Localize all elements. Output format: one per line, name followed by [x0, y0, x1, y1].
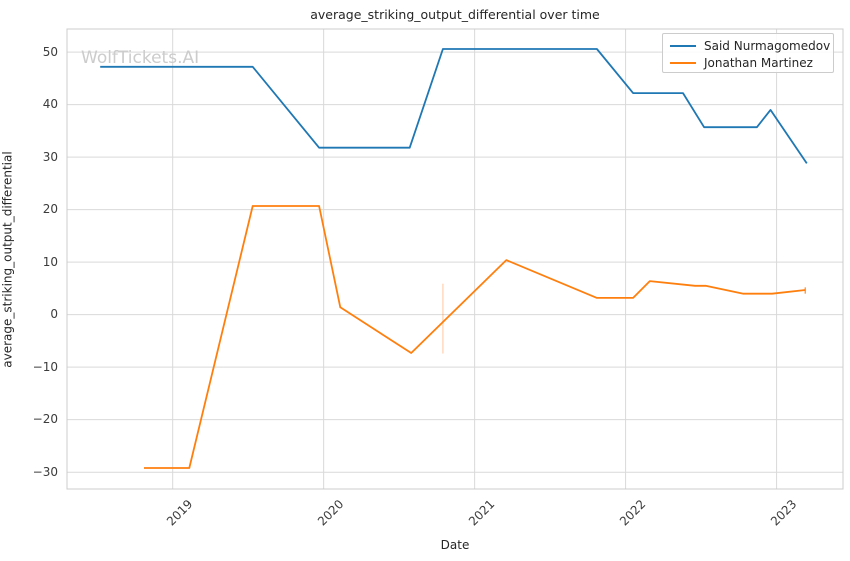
series-line-said-nurmagomedov	[100, 48, 808, 164]
y-tick-label: −10	[32, 359, 58, 374]
y-tick-label: 10	[42, 254, 58, 269]
legend-label: Jonathan Martinez	[704, 55, 813, 70]
axes-spines	[66, 28, 844, 490]
y-tick-label: −20	[32, 412, 58, 427]
series-line-jonathan-martinez	[144, 205, 806, 469]
legend-line-swatch	[670, 44, 696, 47]
y-tick-label: 20	[42, 202, 58, 217]
y-tick-label: 30	[42, 149, 58, 164]
legend-item: Said Nurmagomedov	[663, 37, 833, 54]
y-axis-label: average_striking_output_differential	[0, 151, 15, 368]
y-tick-label: 0	[50, 307, 58, 322]
legend-line-swatch	[670, 61, 696, 64]
legend-item: Jonathan Martinez	[663, 54, 833, 71]
chart-title: average_striking_output_differential ove…	[310, 7, 600, 22]
y-tick-label: 50	[42, 44, 58, 59]
x-axis-label: Date	[440, 538, 470, 552]
legend: Said Nurmagomedov Jonathan Martinez	[662, 33, 834, 73]
y-tick-label: 40	[42, 97, 58, 112]
watermark: WolfTickets.AI	[81, 48, 200, 68]
y-tick-label: −30	[32, 464, 58, 479]
legend-label: Said Nurmagomedov	[704, 38, 831, 53]
